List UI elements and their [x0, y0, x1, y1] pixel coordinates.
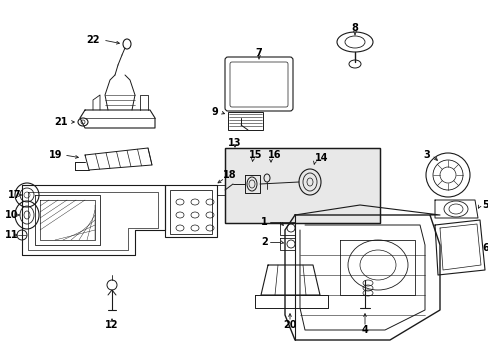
- Text: 9: 9: [211, 107, 218, 117]
- Text: 8: 8: [351, 23, 358, 33]
- Text: 15: 15: [248, 150, 262, 160]
- Text: 6: 6: [481, 243, 488, 253]
- Text: 20: 20: [283, 320, 296, 330]
- Text: 1: 1: [261, 217, 267, 227]
- Text: 4: 4: [361, 325, 367, 335]
- Bar: [224, 148, 379, 223]
- Text: 19: 19: [48, 150, 62, 160]
- Text: 12: 12: [105, 320, 119, 330]
- Text: 17: 17: [8, 190, 21, 200]
- Text: 16: 16: [267, 150, 281, 160]
- Text: 10: 10: [5, 210, 19, 220]
- Bar: [170, 190, 212, 234]
- Text: 2: 2: [261, 237, 267, 247]
- Text: 14: 14: [314, 153, 328, 163]
- Text: 13: 13: [227, 138, 241, 148]
- Text: 3: 3: [423, 150, 429, 160]
- Text: 21: 21: [54, 117, 68, 127]
- Text: 7: 7: [255, 48, 262, 58]
- Text: 5: 5: [481, 200, 488, 210]
- Bar: [224, 148, 379, 223]
- Bar: [227, 112, 263, 130]
- Text: 11: 11: [5, 230, 19, 240]
- Text: 18: 18: [223, 170, 236, 180]
- Bar: [164, 185, 217, 237]
- Text: 22: 22: [86, 35, 100, 45]
